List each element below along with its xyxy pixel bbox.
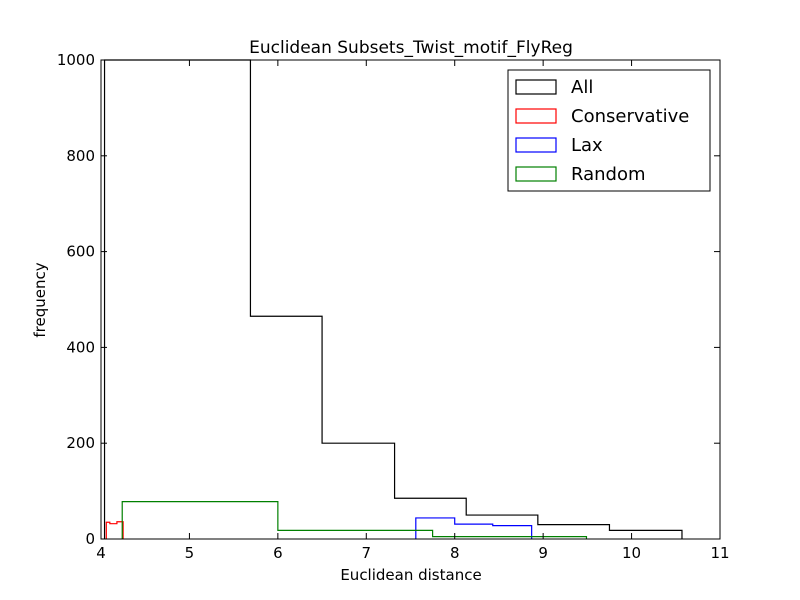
legend-swatch-lax	[515, 137, 557, 153]
legend-label-lax: Lax	[571, 135, 603, 156]
x-tick-label: 4	[96, 544, 106, 562]
bar-conservative-2	[113, 524, 117, 539]
x-tick-label: 10	[622, 544, 641, 562]
y-tick-label: 400	[66, 338, 95, 356]
bar-all-4	[395, 498, 467, 539]
y-axis-label: frequency	[31, 262, 49, 337]
bar-random-0	[122, 502, 278, 539]
series-random	[121, 501, 588, 539]
x-tick-label: 11	[710, 544, 729, 562]
plot-frame	[100, 59, 721, 540]
y-tick-label: 600	[66, 243, 95, 261]
bar-all-3	[322, 443, 395, 539]
bar-all-5	[466, 515, 538, 539]
legend-label-random: Random	[571, 164, 646, 185]
x-tick-label: 8	[450, 544, 460, 562]
series-random-outline	[121, 501, 588, 539]
bar-all-7	[609, 530, 682, 539]
x-tick-label: 5	[185, 544, 195, 562]
bar-all-1	[107, 60, 250, 539]
series-conservative	[105, 521, 124, 539]
legend-frame	[507, 69, 711, 192]
legend-label-conservative: Conservative	[571, 106, 689, 127]
legend-swatch-conservative	[515, 108, 557, 124]
series-lax	[415, 517, 533, 539]
bar-all-2	[250, 316, 322, 539]
x-tick-label: 7	[362, 544, 372, 562]
legend-entries: All Conservative Lax Random	[515, 77, 689, 185]
x-axis-label: Euclidean distance	[340, 566, 481, 584]
series-conservative-outline	[105, 521, 124, 539]
y-tick-label: 0	[85, 530, 95, 548]
bar-conservative-1	[110, 524, 114, 539]
chart-title: Euclidean Subsets_Twist_motif_FlyReg	[249, 38, 573, 58]
ticks-layer: 4 5 6 7 8 9 10 11 0 200 400 600 800 1000	[57, 51, 730, 562]
legend-swatch-random	[515, 166, 557, 182]
x-tick-label: 6	[273, 544, 283, 562]
legend: All Conservative Lax Random	[507, 69, 711, 192]
series-lax-outline	[415, 517, 533, 539]
x-tick-label: 9	[538, 544, 548, 562]
bar-lax-0	[416, 518, 455, 539]
bar-random-1	[278, 530, 433, 539]
y-tick-label: 800	[66, 147, 95, 165]
y-tick-label: 200	[66, 434, 95, 452]
bar-conservative-3	[117, 522, 121, 539]
y-tick-label: 1000	[57, 51, 95, 69]
legend-swatch-all	[515, 79, 557, 95]
legend-label-all: All	[571, 77, 593, 98]
